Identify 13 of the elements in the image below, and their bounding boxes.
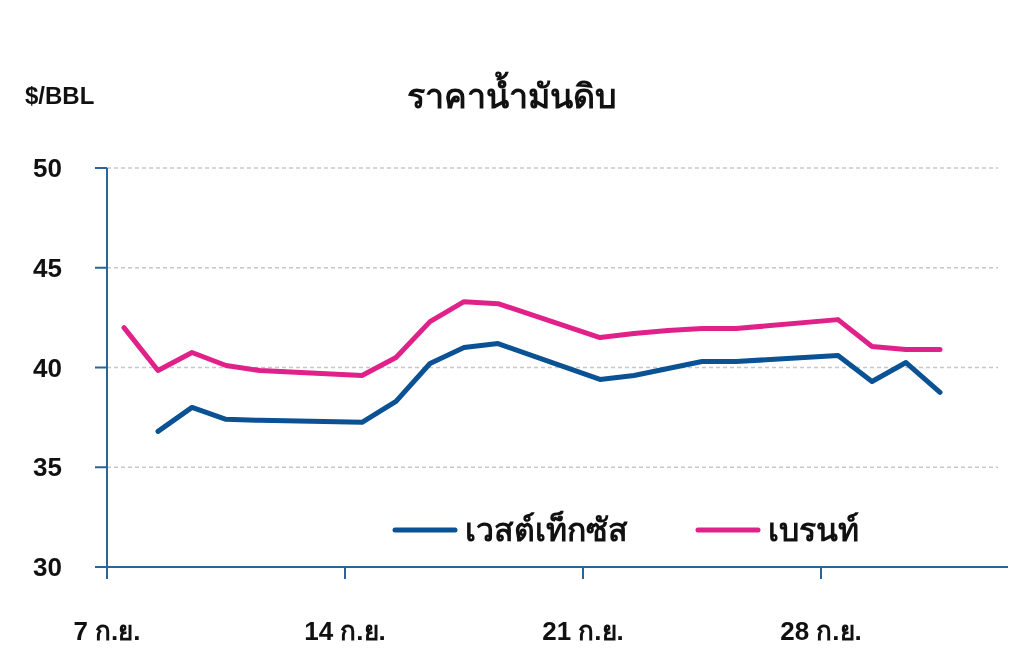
- y-tick-label: 50: [33, 153, 62, 183]
- legend-label: เบรนท์: [768, 512, 859, 548]
- x-tick-label: 21 ก.ย.: [542, 616, 624, 646]
- legend-label: เวสต์เท็กซัส: [465, 510, 628, 548]
- y-tick-label: 45: [33, 252, 62, 283]
- x-tick-label: 28 ก.ย.: [780, 616, 862, 646]
- x-tick-label: 14 ก.ย.: [304, 616, 386, 646]
- x-tick-label: 7 ก.ย.: [73, 616, 141, 646]
- y-tick-label: 35: [33, 452, 62, 483]
- y-tick-label: 30: [33, 552, 62, 582]
- y-axis-title: $/BBL: [25, 82, 95, 109]
- chart-title: ราคาน้ำมันดิบ: [407, 71, 617, 115]
- y-tick-label: 40: [33, 352, 62, 383]
